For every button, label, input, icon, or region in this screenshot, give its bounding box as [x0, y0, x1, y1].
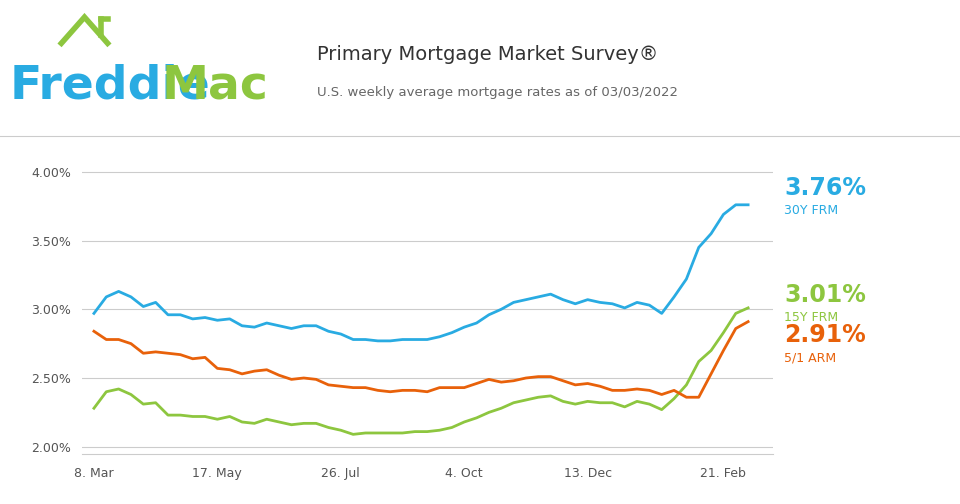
Text: 15Y FRM: 15Y FRM — [784, 311, 838, 325]
Text: Mac: Mac — [161, 64, 268, 108]
Text: 2.91%: 2.91% — [784, 323, 866, 347]
Text: 3.01%: 3.01% — [784, 283, 866, 307]
Text: 30Y FRM: 30Y FRM — [784, 204, 838, 217]
Text: 5/1 ARM: 5/1 ARM — [784, 351, 836, 364]
Text: Primary Mortgage Market Survey®: Primary Mortgage Market Survey® — [317, 45, 659, 65]
Text: 3.76%: 3.76% — [784, 176, 866, 200]
Text: U.S. weekly average mortgage rates as of 03/03/2022: U.S. weekly average mortgage rates as of… — [317, 86, 678, 99]
Text: Freddie: Freddie — [10, 64, 210, 108]
